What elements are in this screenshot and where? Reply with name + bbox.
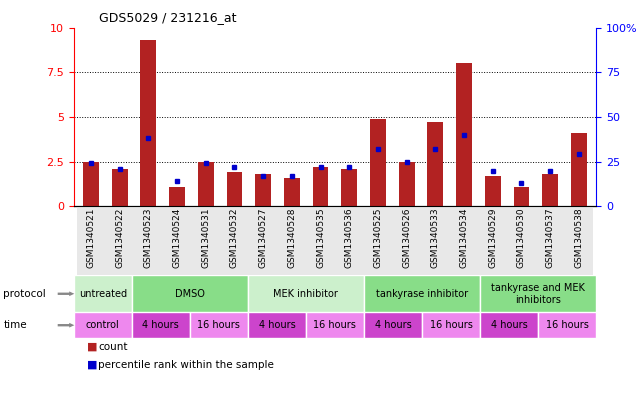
Bar — [134, 206, 163, 275]
Bar — [480, 275, 596, 312]
Bar — [363, 206, 392, 275]
Bar — [513, 187, 529, 206]
Text: count: count — [98, 342, 128, 352]
Bar — [248, 312, 306, 338]
Bar — [163, 206, 192, 275]
Text: tankyrase inhibitor: tankyrase inhibitor — [376, 289, 468, 299]
Bar — [190, 312, 248, 338]
Text: 4 hours: 4 hours — [491, 320, 528, 330]
Text: MEK inhibitor: MEK inhibitor — [274, 289, 338, 299]
Text: GSM1340525: GSM1340525 — [374, 208, 383, 268]
Text: control: control — [86, 320, 120, 330]
Bar — [105, 206, 134, 275]
Text: GSM1340536: GSM1340536 — [345, 208, 354, 268]
Text: 16 hours: 16 hours — [313, 320, 356, 330]
Text: GSM1340524: GSM1340524 — [172, 208, 181, 268]
Bar — [399, 162, 415, 206]
Bar — [542, 174, 558, 206]
Text: GSM1340538: GSM1340538 — [574, 208, 583, 268]
Bar — [220, 206, 249, 275]
Text: GSM1340521: GSM1340521 — [87, 208, 96, 268]
Text: GSM1340522: GSM1340522 — [115, 208, 124, 268]
Bar — [278, 206, 306, 275]
Bar — [226, 173, 242, 206]
Bar — [249, 206, 278, 275]
Bar — [428, 122, 444, 206]
Text: 16 hours: 16 hours — [197, 320, 240, 330]
Bar — [306, 312, 364, 338]
Text: GSM1340531: GSM1340531 — [201, 208, 210, 268]
Text: DMSO: DMSO — [175, 289, 204, 299]
Text: 4 hours: 4 hours — [374, 320, 412, 330]
Bar — [480, 312, 538, 338]
Bar — [140, 40, 156, 206]
Text: ■: ■ — [87, 360, 97, 369]
Text: GSM1340535: GSM1340535 — [316, 208, 325, 268]
Text: 16 hours: 16 hours — [429, 320, 472, 330]
Bar — [342, 169, 357, 206]
Text: ■: ■ — [87, 342, 97, 352]
Text: 4 hours: 4 hours — [142, 320, 179, 330]
Text: GSM1340527: GSM1340527 — [259, 208, 268, 268]
Bar — [536, 206, 565, 275]
Bar — [74, 312, 132, 338]
Bar — [169, 187, 185, 206]
Bar — [74, 275, 132, 312]
Bar — [132, 275, 248, 312]
Text: 16 hours: 16 hours — [545, 320, 588, 330]
Text: GSM1340529: GSM1340529 — [488, 208, 497, 268]
Bar — [450, 206, 478, 275]
Bar — [421, 206, 450, 275]
Bar — [422, 312, 480, 338]
Bar — [112, 169, 128, 206]
Bar — [507, 206, 536, 275]
Bar — [132, 312, 190, 338]
Bar — [313, 167, 328, 206]
Bar — [565, 206, 594, 275]
Bar — [284, 178, 300, 206]
Bar — [456, 63, 472, 206]
Text: percentile rank within the sample: percentile rank within the sample — [98, 360, 274, 369]
Text: GSM1340528: GSM1340528 — [287, 208, 296, 268]
Text: GDS5029 / 231216_at: GDS5029 / 231216_at — [99, 11, 237, 24]
Bar — [76, 206, 105, 275]
Bar — [370, 119, 386, 206]
Bar — [538, 312, 596, 338]
Text: GSM1340533: GSM1340533 — [431, 208, 440, 268]
Bar — [364, 312, 422, 338]
Text: GSM1340537: GSM1340537 — [545, 208, 554, 268]
Bar — [335, 206, 363, 275]
Text: 4 hours: 4 hours — [258, 320, 296, 330]
Bar — [306, 206, 335, 275]
Text: GSM1340526: GSM1340526 — [402, 208, 411, 268]
Text: time: time — [3, 320, 27, 330]
Text: GSM1340534: GSM1340534 — [460, 208, 469, 268]
Text: protocol: protocol — [3, 289, 46, 299]
Bar — [198, 162, 213, 206]
Text: GSM1340523: GSM1340523 — [144, 208, 153, 268]
Text: GSM1340532: GSM1340532 — [230, 208, 239, 268]
Text: untreated: untreated — [79, 289, 127, 299]
Bar — [255, 174, 271, 206]
Bar — [571, 133, 587, 206]
Bar — [364, 275, 480, 312]
Text: tankyrase and MEK
inhibitors: tankyrase and MEK inhibitors — [491, 283, 585, 305]
Bar — [83, 162, 99, 206]
Bar — [485, 176, 501, 206]
Bar — [392, 206, 421, 275]
Bar — [248, 275, 364, 312]
Bar — [478, 206, 507, 275]
Text: GSM1340530: GSM1340530 — [517, 208, 526, 268]
Bar — [192, 206, 220, 275]
